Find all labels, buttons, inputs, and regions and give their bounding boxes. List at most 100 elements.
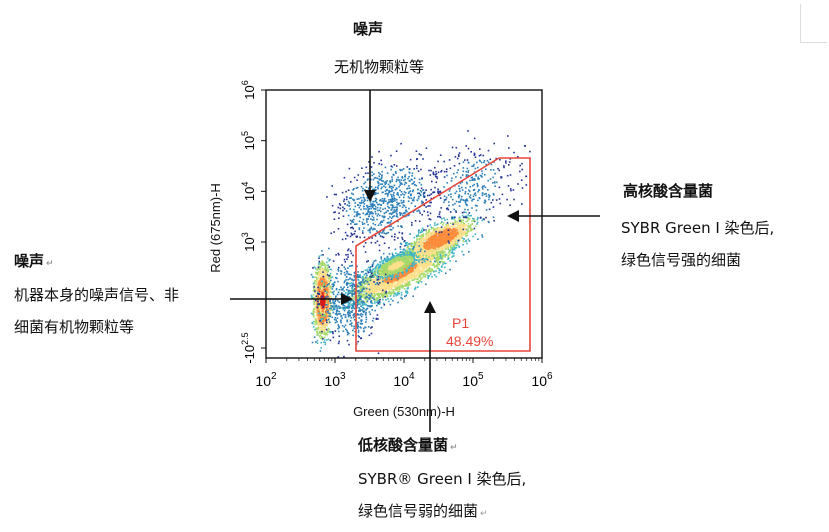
scatter-point [370,286,372,289]
scatter-point [455,239,457,241]
scatter-point [441,252,444,254]
scatter-point [389,295,392,297]
scatter-point [442,232,444,235]
scatter-point [465,220,468,223]
scatter-point [328,317,330,319]
scatter-point [434,255,436,258]
scatter-point [444,262,447,265]
scatter-point [391,272,393,274]
scatter-point [370,266,372,268]
scatter-point [418,280,420,282]
scatter-point [422,274,425,276]
scatter-point [401,284,404,286]
scatter-point [426,257,428,260]
scatter-point [426,270,428,272]
scatter-point [358,301,360,304]
scatter-point [429,263,431,265]
scatter-point [459,216,461,219]
scatter-point [481,236,484,238]
scatter-point [476,223,478,225]
scatter-point [424,256,427,258]
scatter-point [450,233,453,235]
scatter-point [377,279,380,282]
scatter-point [442,239,444,242]
scatter-point [474,233,477,236]
scatter-point [399,242,402,245]
scatter-point [400,291,403,294]
scatter-point [432,262,435,265]
scatter-point [372,286,375,288]
scatter-point [427,241,430,244]
scatter-point [387,298,389,300]
scatter-point [457,227,460,230]
scatter-point [392,259,394,262]
scatter-point [436,253,438,255]
scatter-point [343,293,346,296]
scatter-point [344,314,347,316]
scatter-point [443,253,445,256]
scatter-point [430,268,432,270]
scatter-point [447,247,449,250]
scatter-point [332,293,335,296]
scatter-point [400,277,402,280]
scatter-point [439,257,441,260]
scatter-point [399,248,402,250]
scatter-point [431,231,434,234]
scatter-point [396,269,399,272]
scatter-point [429,235,432,238]
scatter-point [401,280,403,282]
scatter-point [440,252,443,255]
scatter-point [359,310,361,312]
scatter-point [424,250,426,253]
scatter-point [370,289,372,292]
scatter-point [379,279,381,281]
scatter-point [430,231,432,234]
scatter-point [408,262,411,265]
scatter-point [416,274,418,276]
scatter-point [410,253,412,256]
scatter-point [399,260,401,262]
scatter-point [381,270,384,272]
scatter-point [386,294,388,297]
scatter-point [450,241,452,244]
scatter-point [401,251,404,253]
scatter-point [414,270,416,273]
scatter-point [413,257,415,260]
scatter-point [375,299,378,301]
scatter-point [381,271,384,274]
scatter-point [461,237,464,239]
scatter-point [422,272,424,275]
scatter-point [401,275,403,277]
scatter-point [445,223,447,226]
scatter-point [431,242,433,244]
scatter-point [415,271,417,273]
scatter-point [432,235,435,238]
scatter-point [471,220,473,222]
scatter-point [391,272,394,275]
scatter-point [369,276,371,278]
scatter-point [432,240,435,242]
scatter-point [487,220,490,223]
scatter-point [433,238,436,240]
scatter-point [439,269,441,271]
scatter-point [372,276,375,278]
scatter-point [467,228,469,230]
scatter-point [390,273,392,276]
scatter-point [420,234,423,237]
scatter-point [420,238,422,240]
scatter-point [458,219,460,222]
scatter-point [404,282,407,284]
scatter-point [380,306,383,309]
scatter-point [371,276,374,278]
scatter-point [395,270,397,273]
scatter-point [449,228,451,230]
scatter-point [395,275,398,278]
scatter-point [422,248,425,250]
scatter-point [436,236,438,238]
scatter-point [460,221,463,224]
scatter-point [326,261,328,264]
scatter-point [435,275,437,278]
scatter-point [401,268,404,270]
scatter-point [414,252,416,254]
scatter-point [471,228,473,231]
